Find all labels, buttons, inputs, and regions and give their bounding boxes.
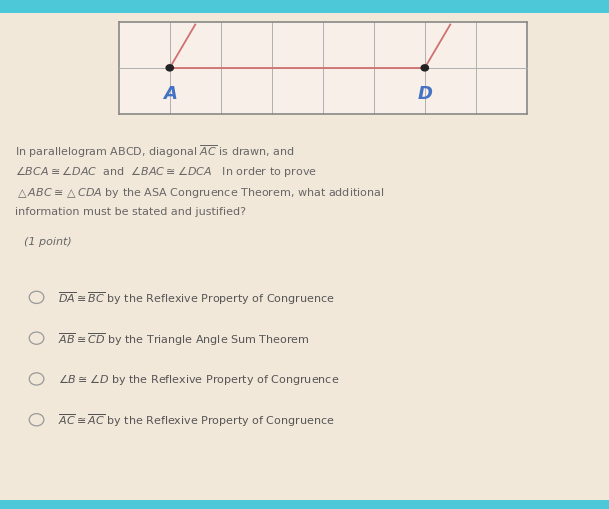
Text: (1 point): (1 point) xyxy=(24,237,72,247)
Circle shape xyxy=(421,66,429,72)
Text: $\overline{AC} \cong \overline{AC}$ by the Reflexive Property of Congruence: $\overline{AC} \cong \overline{AC}$ by t… xyxy=(58,412,334,428)
Bar xyxy=(0,500,609,509)
Text: $\overline{DA} \cong \overline{BC}$ by the Reflexive Property of Congruence: $\overline{DA} \cong \overline{BC}$ by t… xyxy=(58,290,334,306)
Text: information must be stated and justified?: information must be stated and justified… xyxy=(15,207,246,217)
Text: $\angle B \cong \angle D$ by the Reflexive Property of Congruence: $\angle B \cong \angle D$ by the Reflexi… xyxy=(58,372,339,387)
Text: In parallelogram ABCD, diagonal $\overline{AC}$ is drawn, and: In parallelogram ABCD, diagonal $\overli… xyxy=(15,143,295,159)
Text: $\triangle ABC \cong \triangle CDA$ by the ASA Congruence Theorem, what addition: $\triangle ABC \cong \triangle CDA$ by t… xyxy=(15,185,384,199)
Text: D: D xyxy=(417,85,432,103)
Text: $\overline{AB} \cong \overline{CD}$ by the Triangle Angle Sum Theorem: $\overline{AB} \cong \overline{CD}$ by t… xyxy=(58,330,309,347)
Circle shape xyxy=(166,66,174,72)
Text: $\angle BCA \cong \angle DAC$  and  $\angle BAC \cong \angle DCA$   In order to : $\angle BCA \cong \angle DAC$ and $\angl… xyxy=(15,164,317,179)
Bar xyxy=(119,23,527,115)
Bar xyxy=(0,0,609,14)
Text: A: A xyxy=(163,85,177,103)
